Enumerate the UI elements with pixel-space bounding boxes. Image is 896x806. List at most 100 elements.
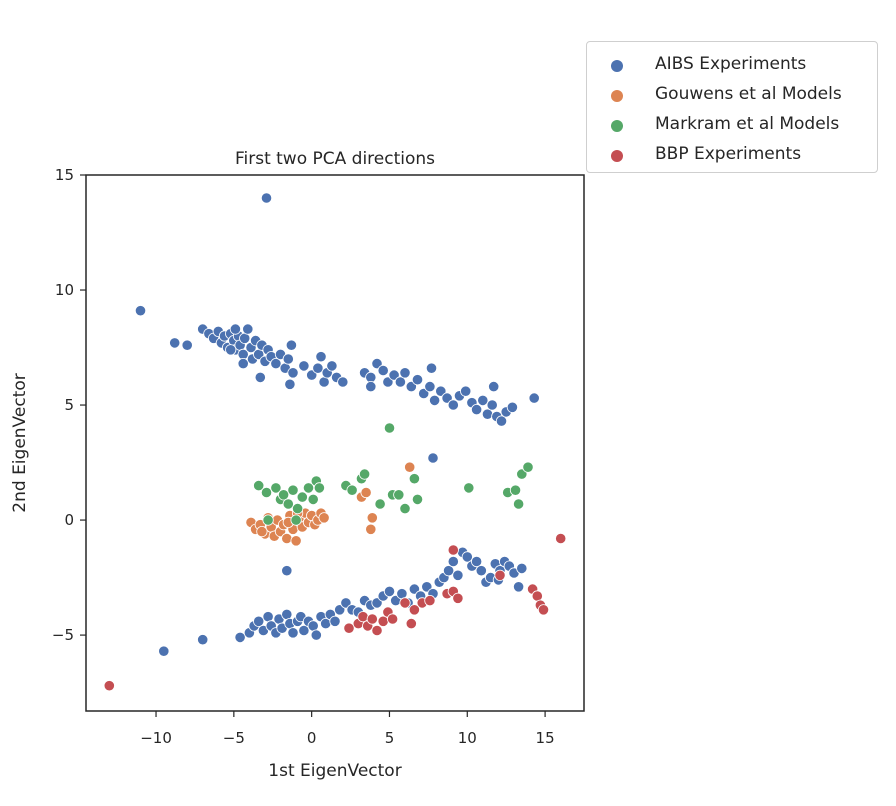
data-point bbox=[427, 452, 439, 464]
points-layer bbox=[103, 192, 567, 692]
y-tick-label: 15 bbox=[55, 166, 74, 184]
legend-label: Gouwens et al Models bbox=[655, 84, 842, 104]
data-point bbox=[282, 498, 294, 510]
data-point bbox=[326, 360, 338, 372]
data-point bbox=[512, 498, 525, 510]
data-point bbox=[528, 392, 540, 404]
data-point bbox=[486, 399, 498, 411]
y-tick-label: 0 bbox=[64, 511, 74, 529]
data-point bbox=[229, 323, 241, 335]
data-point bbox=[405, 380, 417, 393]
data-point bbox=[386, 613, 399, 625]
data-point bbox=[310, 629, 322, 641]
data-point bbox=[313, 482, 325, 494]
data-point bbox=[452, 569, 464, 581]
data-point bbox=[366, 613, 378, 625]
data-point bbox=[435, 385, 447, 397]
legend-marker bbox=[611, 60, 623, 72]
x-tick-label: 10 bbox=[458, 729, 477, 747]
data-point bbox=[315, 351, 327, 363]
y-axis-ticks: −5 0 5 10 15 bbox=[52, 166, 86, 644]
data-point bbox=[134, 305, 147, 317]
data-point bbox=[481, 408, 494, 420]
y-tick-label: 5 bbox=[64, 396, 74, 414]
data-point bbox=[360, 486, 372, 499]
data-point bbox=[393, 489, 405, 501]
data-point bbox=[477, 394, 489, 406]
chart-title: First two PCA directions bbox=[235, 149, 435, 169]
data-point bbox=[475, 565, 487, 577]
data-point bbox=[442, 565, 455, 577]
data-point bbox=[488, 380, 500, 393]
data-point bbox=[158, 645, 170, 657]
data-point bbox=[296, 491, 308, 503]
x-axis-label: 1st EigenVector bbox=[268, 761, 401, 781]
legend-item-gouwens: Gouwens et al Models bbox=[587, 82, 877, 110]
data-point bbox=[287, 367, 299, 379]
data-point bbox=[281, 532, 293, 545]
data-point bbox=[506, 401, 519, 413]
x-axis-ticks: −10 −5 0 5 10 15 bbox=[140, 711, 555, 747]
plot-frame bbox=[85, 174, 585, 712]
x-tick-label: 0 bbox=[307, 729, 317, 747]
data-point bbox=[425, 362, 438, 374]
data-point bbox=[197, 634, 209, 646]
data-point bbox=[287, 627, 299, 639]
data-point bbox=[181, 339, 193, 351]
data-point bbox=[270, 482, 282, 494]
data-point bbox=[290, 514, 302, 526]
y-axis-label: 2nd EigenVector bbox=[10, 373, 30, 512]
legend-item-aibs: AIBS Experiments bbox=[587, 52, 877, 80]
data-point bbox=[346, 484, 358, 496]
data-point bbox=[312, 362, 324, 374]
data-point bbox=[516, 468, 528, 480]
x-tick-label: −10 bbox=[140, 729, 172, 747]
data-point bbox=[408, 583, 420, 595]
data-point bbox=[377, 364, 389, 377]
data-point bbox=[371, 597, 383, 609]
legend: AIBS Experiments Gouwens et al Models Ma… bbox=[586, 41, 878, 173]
data-point bbox=[103, 680, 115, 692]
data-point bbox=[383, 422, 396, 434]
data-point bbox=[298, 360, 310, 372]
data-point bbox=[374, 498, 386, 510]
data-point bbox=[291, 502, 304, 515]
legend-marker bbox=[611, 150, 623, 162]
data-point bbox=[225, 344, 237, 356]
data-point bbox=[298, 624, 310, 637]
legend-marker bbox=[611, 120, 623, 132]
data-point bbox=[522, 461, 534, 473]
data-point bbox=[285, 339, 297, 351]
data-point bbox=[424, 380, 436, 393]
data-point bbox=[169, 337, 181, 349]
data-point bbox=[260, 486, 273, 499]
data-point bbox=[494, 569, 506, 581]
data-point bbox=[424, 594, 436, 607]
data-point bbox=[388, 369, 400, 381]
data-point bbox=[411, 374, 424, 386]
data-point bbox=[340, 597, 352, 609]
legend-item-markram: Markram et al Models bbox=[587, 112, 877, 140]
data-point bbox=[270, 357, 282, 370]
data-point bbox=[256, 525, 268, 538]
data-point bbox=[357, 611, 369, 623]
data-point bbox=[460, 385, 472, 397]
data-point bbox=[302, 482, 315, 494]
data-point bbox=[470, 403, 483, 416]
data-point bbox=[287, 484, 299, 496]
data-point bbox=[262, 514, 274, 526]
x-tick-label: 5 bbox=[385, 729, 395, 747]
data-point bbox=[421, 581, 433, 593]
data-point bbox=[461, 551, 473, 563]
legend-item-bbp: BBP Experiments bbox=[587, 142, 877, 170]
data-point bbox=[318, 512, 330, 524]
data-point bbox=[512, 581, 525, 593]
data-point bbox=[428, 394, 441, 406]
data-point bbox=[253, 615, 265, 627]
y-tick-label: −5 bbox=[52, 626, 74, 644]
data-point bbox=[337, 376, 349, 388]
data-point bbox=[282, 353, 294, 365]
data-point bbox=[408, 604, 420, 616]
x-tick-label: 15 bbox=[536, 729, 555, 747]
data-point bbox=[382, 376, 394, 388]
